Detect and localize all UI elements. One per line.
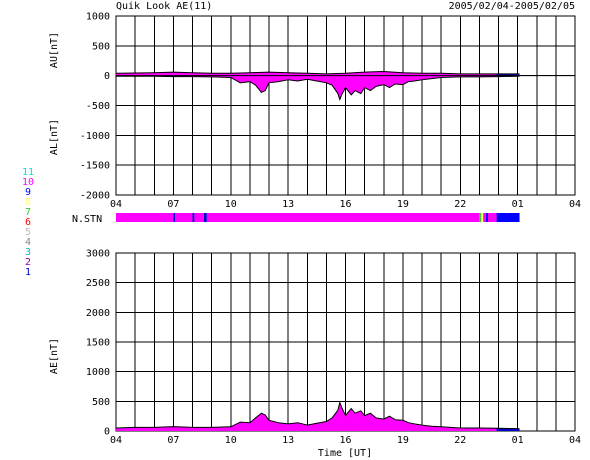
- legend-station-11: 11: [22, 167, 34, 178]
- chart-title: Quik Look AE(11): [116, 1, 212, 12]
- plot-frame: [115, 15, 576, 196]
- ae-axis-label: AE[nT]: [49, 338, 60, 374]
- x-tick-label: 07: [167, 435, 179, 446]
- x-tick-label: 19: [397, 435, 409, 446]
- y-tick-label: 500: [92, 41, 110, 52]
- y-tick-label: 500: [92, 397, 110, 408]
- al-series-line: [116, 75, 520, 101]
- station-segment: [194, 213, 204, 222]
- x-tick-label: 04: [110, 435, 122, 446]
- legend-station-7: 7: [25, 207, 31, 218]
- y-tick-label: 1000: [86, 367, 110, 378]
- legend-station-9: 9: [25, 187, 31, 198]
- x-tick-label: 22: [454, 199, 466, 210]
- x-tick-label: 01: [512, 199, 524, 210]
- x-tick-label: 07: [167, 199, 179, 210]
- legend-station-4: 4: [25, 237, 31, 248]
- station-segment: [116, 213, 174, 222]
- au-series-line: [115, 70, 520, 75]
- x-tick-label: 22: [454, 435, 466, 446]
- legend-station-10: 10: [22, 177, 34, 188]
- station-segment: [479, 213, 482, 222]
- x-tick-label: 19: [397, 199, 409, 210]
- y-tick-label: 3000: [86, 249, 110, 260]
- station-segment: [486, 213, 488, 222]
- x-tick-label: 16: [339, 435, 351, 446]
- x-tick-label: 13: [282, 199, 294, 210]
- y-tick-label: 1500: [86, 338, 110, 349]
- y-tick-label: -1000: [80, 131, 110, 142]
- legend-station-5: 5: [25, 227, 31, 238]
- x-tick-label: 01: [512, 435, 524, 446]
- date-range: 2005/02/04-2005/02/05: [449, 1, 575, 12]
- station-count-panel: N.STN: [72, 213, 520, 225]
- station-segment: [192, 213, 195, 222]
- station-segment: [203, 213, 207, 222]
- y-tick-label: -1500: [80, 161, 110, 172]
- x-tick-label: 04: [110, 199, 122, 210]
- y-tick-label: 0: [104, 71, 110, 82]
- station-segment: [496, 213, 520, 222]
- legend-station-2: 2: [25, 257, 31, 268]
- y-tick-label: 2500: [86, 278, 110, 289]
- station-segment: [483, 213, 487, 222]
- ae-series-area: [116, 402, 497, 431]
- x-tick-label: 10: [225, 435, 237, 446]
- station-segment: [175, 213, 193, 222]
- au-axis-label: AU[nT]: [49, 32, 60, 68]
- station-segment: [487, 213, 497, 222]
- y-tick-label: 0: [104, 427, 110, 438]
- x-axis-label: Time [UT]: [318, 448, 372, 459]
- legend-station-1: 1: [25, 267, 31, 278]
- station-segment: [206, 213, 480, 222]
- legend-station-8: 8: [25, 197, 31, 208]
- al-axis-label: AL[nT]: [49, 119, 60, 155]
- y-tick-label: 2000: [86, 308, 110, 319]
- x-tick-label: 16: [339, 199, 351, 210]
- y-tick-label: -500: [86, 101, 110, 112]
- legend-station-3: 3: [25, 247, 31, 258]
- x-tick-label: 13: [282, 435, 294, 446]
- ae-series-line: [115, 400, 520, 430]
- y-tick-label: -2000: [80, 191, 110, 202]
- station-segment: [481, 213, 484, 222]
- y-tick-label: 1000: [86, 12, 110, 23]
- station-count-label: N.STN: [72, 214, 102, 225]
- legend-station-6: 6: [25, 217, 31, 228]
- x-tick-label: 10: [225, 199, 237, 210]
- al-series-area: [116, 75, 497, 100]
- x-tick-label: 04: [569, 435, 581, 446]
- x-tick-label: 04: [569, 199, 581, 210]
- station-segment: [173, 213, 176, 222]
